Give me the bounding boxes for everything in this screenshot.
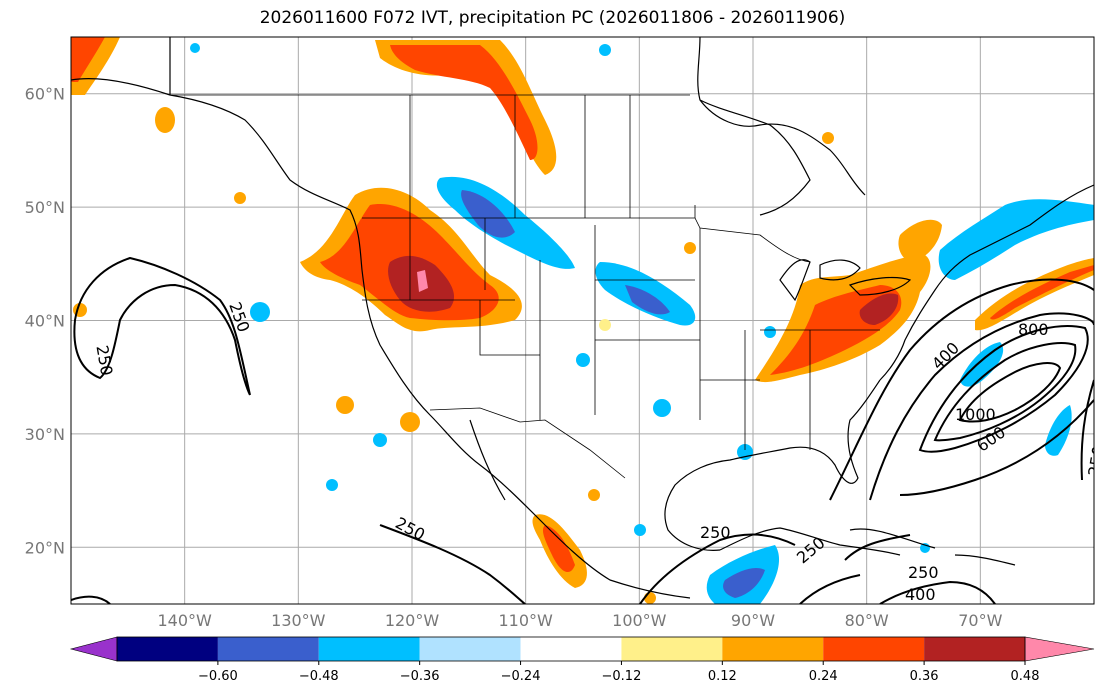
colorbar-tick-label: −0.48: [299, 669, 339, 684]
colorbar-segment: [318, 637, 420, 661]
precip-blob-nw-corner-inner: [71, 37, 105, 82]
colorbar-segment: [722, 637, 824, 661]
ivt-label-250-g: 250: [1084, 444, 1105, 477]
latitude-labels: 60°N 50°N 40°N 30°N 20°N: [25, 85, 65, 558]
lon-tick-label: 100°W: [612, 611, 667, 630]
longitude-labels: 140°W 130°W 120°W 110°W 100°W 90°W 80°W 70°W: [157, 611, 1002, 630]
lon-tick-label: 120°W: [385, 611, 440, 630]
ivt-label-250-d: 250: [700, 523, 731, 542]
colorbar-segment: [520, 637, 622, 661]
colorbar-tick-label: −0.60: [198, 669, 238, 684]
colorbar-tick-label: 0.48: [1011, 669, 1040, 684]
ivt-400: [869, 312, 1094, 501]
precip-negative-atlantic: [938, 199, 1094, 280]
ivt-250-south: [379, 524, 526, 604]
map-frame: [70, 36, 1095, 605]
ivt-800: [933, 342, 1077, 442]
ivt-contours: [71, 256, 1094, 604]
colorbar-segment: [217, 637, 319, 661]
colorbar-segment: [419, 637, 521, 661]
colorbar-tick-label: −0.12: [602, 669, 642, 684]
colorbar-outline: [116, 636, 1026, 662]
ivt-250-pacific: [73, 256, 251, 396]
colorbar-tick-label: 0.12: [708, 669, 737, 684]
precip-negative-plains-inner: [625, 285, 670, 315]
ivt-600: [918, 325, 1089, 453]
colorbar-segment: [117, 637, 218, 661]
us-mexico-border: [429, 407, 626, 479]
ivt-1000: [958, 362, 1062, 423]
lon-tick-label: 80°W: [845, 611, 889, 630]
colorbar-extend-low: [69, 636, 118, 662]
us-canada-border: [362, 217, 811, 263]
precip-blob-ne: [898, 219, 942, 262]
ivt-250-east: [829, 278, 1094, 501]
colorbar-extend-high: [1024, 636, 1095, 662]
lon-tick-label: 70°W: [958, 611, 1002, 630]
precip-negative-montana-inner: [461, 190, 515, 238]
colorbar-segment: [823, 637, 925, 661]
colorbar-tick-label: 0.36: [910, 669, 939, 684]
ivt-label-800: 800: [1018, 320, 1049, 339]
lat-tick-label: 40°N: [25, 312, 65, 331]
lon-tick-label: 110°W: [498, 611, 553, 630]
political-boundaries: [170, 94, 880, 479]
colorbar-segment: [621, 637, 723, 661]
ivt-label-400-b: 400: [905, 585, 936, 604]
colorbar: −0.60 −0.48 −0.36 −0.24 −0.12 0.12 0.24 0.36 0.4…: [69, 636, 1095, 684]
ivt-label-1000: 1000: [955, 405, 996, 424]
chart-title: 2026011600 F072 IVT, precipitation PC (2…: [259, 8, 846, 28]
precip-blob-northwest-peak: [417, 270, 428, 292]
precip-blob-yukon: [375, 40, 557, 175]
lat-tick-label: 60°N: [25, 85, 65, 104]
ivt-label-250-f: 250: [908, 563, 939, 582]
lon-tick-label: 90°W: [731, 611, 775, 630]
precip-blob-atlantic-red: [990, 265, 1094, 320]
lat-tick-label: 50°N: [25, 198, 65, 217]
lat-tick-label: 30°N: [25, 425, 65, 444]
colorbar-tick-label: −0.36: [400, 669, 440, 684]
west-coast: [71, 78, 691, 599]
precip-blob-yukon-inner: [390, 45, 538, 160]
lat-tick-label: 20°N: [25, 538, 65, 557]
colorbar-tick-label: 0.24: [809, 669, 838, 684]
precip-blob-east-core: [859, 293, 899, 325]
colorbar-segment: [924, 637, 1025, 661]
lon-tick-label: 130°W: [271, 611, 326, 630]
lon-tick-label: 140°W: [157, 611, 212, 630]
coastlines: [71, 37, 1094, 599]
colorbar-tick-label: −0.24: [501, 669, 541, 684]
